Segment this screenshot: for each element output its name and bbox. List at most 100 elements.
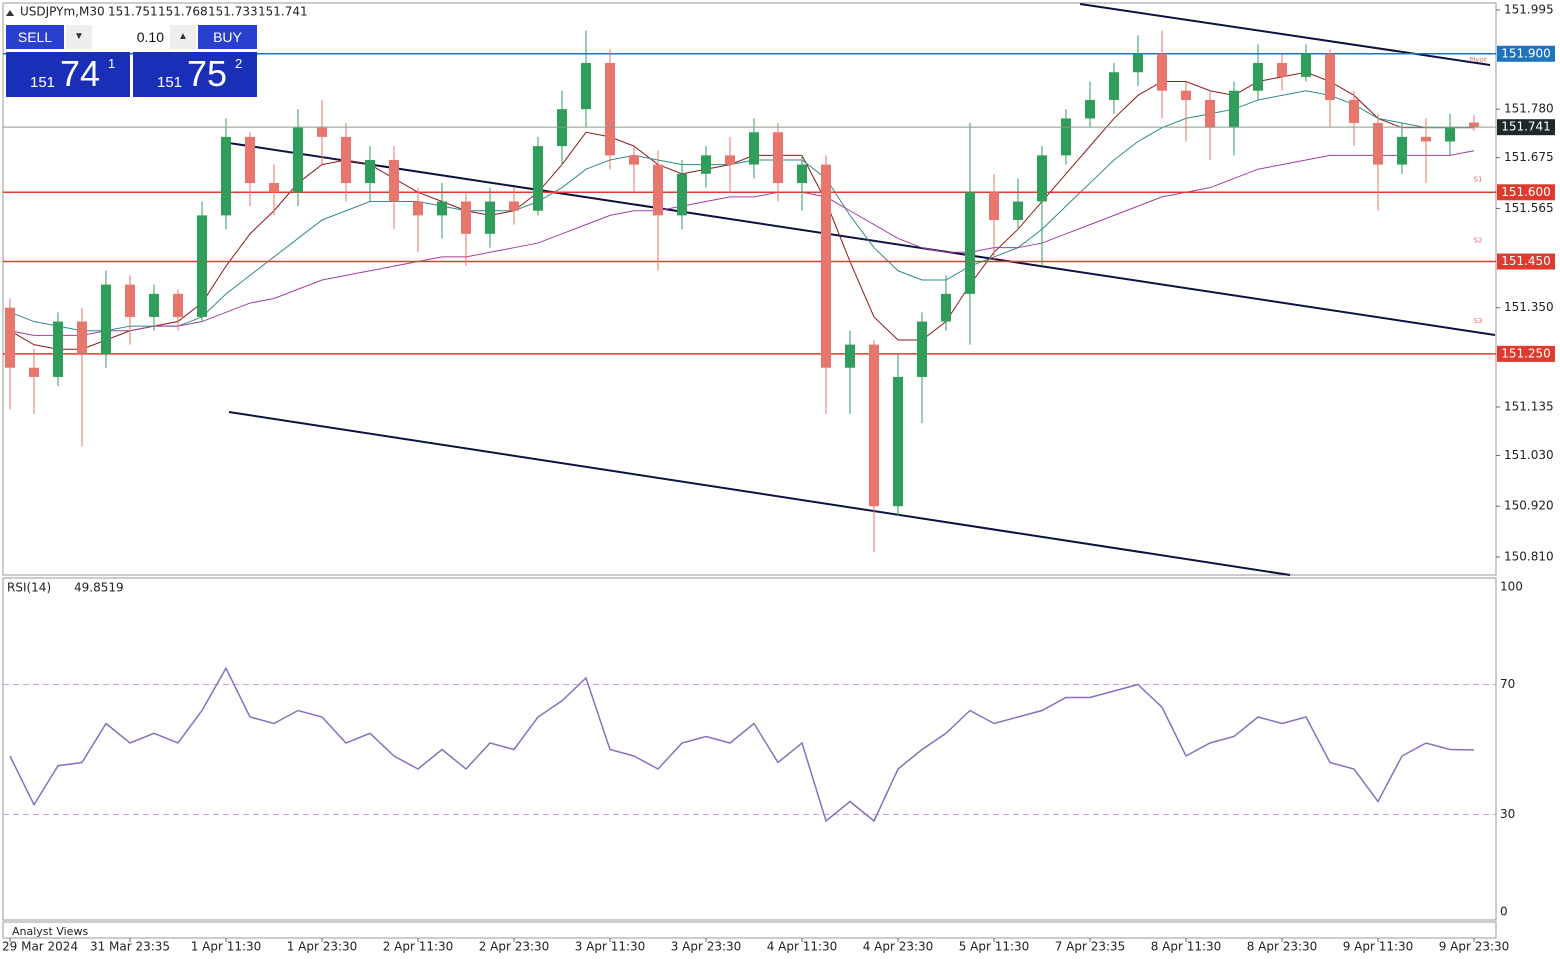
- ask-big: 151: [157, 74, 183, 91]
- symbol-title: USDJPYm,M30: [20, 5, 105, 19]
- trade-panel: SELL ▼ 0.10 ▲ BUY 151 74 1 151 75 2: [6, 25, 257, 97]
- x-tick-label: 1 Apr 23:30: [287, 940, 358, 954]
- candle-body: [269, 183, 279, 193]
- candle-body: [293, 127, 303, 193]
- candle-body: [581, 63, 591, 110]
- y-tick-label: 151.565: [1504, 201, 1554, 215]
- candle-body: [725, 155, 735, 165]
- lot-input[interactable]: 0.10: [92, 25, 168, 49]
- y-tick-label: 151.350: [1504, 300, 1554, 314]
- moving-average: [9, 150, 1475, 336]
- level-label-box: [1497, 253, 1555, 270]
- sell-button[interactable]: SELL: [6, 25, 64, 49]
- candle-body: [413, 201, 423, 216]
- candle-body: [989, 192, 999, 220]
- candle-body: [917, 321, 927, 377]
- rsi-title: RSI(14): [7, 581, 51, 595]
- bid-big: 151: [30, 74, 56, 91]
- y-tick-label: 151.030: [1504, 448, 1554, 462]
- rsi-tick-label: 70: [1500, 677, 1515, 691]
- y-tick-label: 151.995: [1504, 2, 1554, 16]
- candle-body: [509, 201, 519, 211]
- collapse-icon[interactable]: [6, 10, 14, 16]
- x-tick-label: 9 Apr 11:30: [1343, 940, 1414, 954]
- x-tick-label: 31 Mar 23:35: [90, 940, 170, 954]
- candle-body: [1277, 63, 1287, 77]
- rsi-tick-label: 100: [1500, 580, 1523, 594]
- candle-body: [1349, 99, 1359, 124]
- header-high: 151.768: [158, 5, 208, 19]
- header-low: 151.733: [208, 5, 258, 19]
- lot-up[interactable]: ▲: [170, 25, 196, 49]
- candle-body: [365, 159, 375, 184]
- candle-body: [1325, 53, 1335, 100]
- candle-body: [605, 63, 615, 156]
- bid-main: 74: [60, 53, 101, 94]
- candle-body: [149, 293, 159, 317]
- candle-body: [485, 201, 495, 234]
- current-price-label: 151.741: [1501, 120, 1551, 134]
- candle-body: [197, 215, 207, 317]
- candle-body: [1181, 90, 1191, 100]
- trendline: [1079, 3, 1491, 66]
- x-tick-label: 3 Apr 11:30: [575, 940, 646, 954]
- candle-body: [245, 136, 255, 184]
- trendline: [228, 142, 1496, 336]
- candle-body: [5, 307, 15, 368]
- pivot-label: Pivot: [1469, 56, 1486, 64]
- candle-body: [533, 146, 543, 211]
- candle-body: [701, 155, 711, 174]
- y-tick-label: 151.780: [1504, 102, 1554, 116]
- candle-body: [437, 201, 447, 216]
- rsi-pane: [2, 577, 1497, 921]
- candle-body: [125, 284, 135, 317]
- candle-body: [821, 164, 831, 368]
- current-price-box: [1497, 119, 1555, 136]
- pivot-label: S2: [1474, 237, 1483, 245]
- rsi-tick-label: 30: [1500, 807, 1515, 821]
- candle-body: [461, 201, 471, 234]
- rsi-tick-label: 0: [1500, 905, 1508, 919]
- x-tick-label: 7 Apr 23:35: [1055, 940, 1126, 954]
- main-pane: [2, 2, 1497, 576]
- candle-body: [389, 159, 399, 202]
- candle-body: [77, 321, 87, 354]
- header-close: 151.741: [258, 5, 308, 19]
- candle-body: [653, 164, 663, 216]
- x-tick-label: 2 Apr 23:30: [479, 940, 550, 954]
- candle-body: [1229, 90, 1239, 128]
- pivot-label: S1: [1474, 175, 1483, 183]
- bid-price[interactable]: 151 74 1: [6, 52, 130, 97]
- x-tick-label: 1 Apr 11:30: [191, 940, 262, 954]
- candle-body: [1061, 118, 1071, 156]
- level-label: 151.450: [1501, 254, 1551, 268]
- candle-body: [1469, 122, 1479, 128]
- y-tick-label: 151.675: [1504, 150, 1554, 164]
- bid-sup: 1: [108, 56, 116, 71]
- y-tick-label: 150.920: [1504, 499, 1554, 513]
- candle-body: [1373, 123, 1383, 165]
- buy-button[interactable]: BUY: [198, 25, 257, 49]
- footer-label[interactable]: Analyst Views: [12, 925, 88, 938]
- rsi-value: 49.8519: [74, 581, 124, 595]
- level-label-box: [1497, 184, 1555, 201]
- x-tick-label: 8 Apr 11:30: [1151, 940, 1222, 954]
- x-tick-label: 3 Apr 23:30: [671, 940, 742, 954]
- candle-body: [941, 293, 951, 322]
- candle-body: [1133, 53, 1143, 73]
- x-tick-label: 4 Apr 11:30: [767, 940, 838, 954]
- header-open: 151.751: [108, 5, 158, 19]
- x-tick-label: 8 Apr 23:30: [1247, 940, 1318, 954]
- candle-body: [773, 132, 783, 184]
- candle-body: [1085, 99, 1095, 119]
- candle-body: [1397, 136, 1407, 165]
- candle-body: [221, 136, 231, 216]
- level-label: 151.250: [1501, 346, 1551, 360]
- candle-body: [317, 127, 327, 137]
- candle-body: [1445, 127, 1455, 142]
- level-label-box: [1497, 45, 1555, 62]
- candle-body: [629, 155, 639, 165]
- ask-price[interactable]: 151 75 2: [133, 52, 257, 97]
- lot-down[interactable]: ▼: [66, 25, 92, 49]
